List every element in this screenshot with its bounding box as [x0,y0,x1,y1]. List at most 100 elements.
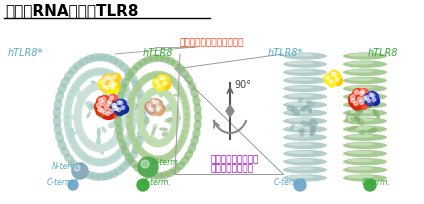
Ellipse shape [180,95,189,106]
Ellipse shape [146,138,156,146]
Ellipse shape [65,96,74,108]
Circle shape [153,100,162,109]
Ellipse shape [113,75,124,85]
Ellipse shape [283,150,327,157]
Ellipse shape [147,136,159,144]
Ellipse shape [71,81,82,91]
Ellipse shape [119,63,130,73]
Circle shape [371,97,379,106]
Circle shape [150,108,153,112]
Circle shape [98,108,102,112]
Circle shape [96,106,106,116]
Circle shape [100,81,105,85]
Ellipse shape [132,83,142,93]
Circle shape [157,85,161,88]
Ellipse shape [169,148,179,157]
Circle shape [111,105,121,115]
Text: ウリジン（第一結合部位）: ウリジン（第一結合部位） [180,38,244,47]
Ellipse shape [159,93,163,98]
Circle shape [326,76,330,80]
Circle shape [112,83,116,87]
Ellipse shape [172,81,182,91]
Ellipse shape [139,128,148,138]
Ellipse shape [140,131,150,141]
Ellipse shape [111,92,116,101]
Ellipse shape [130,88,139,98]
Ellipse shape [283,142,327,149]
Ellipse shape [53,116,61,128]
Ellipse shape [283,174,327,182]
Ellipse shape [138,167,148,176]
Ellipse shape [95,82,107,91]
Circle shape [108,100,112,104]
Ellipse shape [161,89,171,98]
Ellipse shape [123,88,133,99]
Ellipse shape [121,147,130,157]
Ellipse shape [347,86,374,90]
Circle shape [349,94,360,105]
Ellipse shape [175,64,186,73]
Ellipse shape [350,114,357,122]
Ellipse shape [347,119,374,122]
Circle shape [352,89,363,100]
Ellipse shape [194,120,202,131]
Ellipse shape [283,126,327,133]
Ellipse shape [78,74,89,83]
Ellipse shape [190,136,199,147]
Ellipse shape [126,115,133,126]
Ellipse shape [116,99,125,111]
Circle shape [111,102,121,112]
Ellipse shape [173,94,183,97]
Circle shape [360,92,364,96]
Ellipse shape [79,134,89,144]
Ellipse shape [76,89,81,99]
Ellipse shape [117,146,127,156]
Ellipse shape [119,107,125,113]
Ellipse shape [347,159,374,162]
Circle shape [102,76,112,86]
Circle shape [115,100,125,109]
Ellipse shape [309,119,318,127]
Circle shape [109,110,113,114]
Ellipse shape [96,137,101,148]
Circle shape [106,102,111,106]
Ellipse shape [287,151,314,154]
Ellipse shape [139,97,148,107]
Ellipse shape [109,72,120,81]
Circle shape [369,93,373,97]
Ellipse shape [89,172,101,181]
Text: C-term.: C-term. [362,177,391,186]
Ellipse shape [67,91,76,102]
Ellipse shape [78,58,90,67]
Ellipse shape [127,99,136,111]
Circle shape [138,157,158,177]
Circle shape [105,75,115,85]
Ellipse shape [63,115,72,126]
Circle shape [162,78,166,81]
Circle shape [366,99,374,106]
Ellipse shape [128,105,137,117]
Ellipse shape [178,135,187,145]
Ellipse shape [172,115,180,127]
Ellipse shape [283,77,327,85]
Ellipse shape [82,155,94,164]
Circle shape [148,108,152,111]
Ellipse shape [123,136,133,147]
Ellipse shape [60,147,70,158]
Circle shape [151,99,159,108]
Circle shape [95,102,106,113]
Ellipse shape [343,174,387,182]
Ellipse shape [86,112,91,119]
Ellipse shape [89,54,101,62]
Ellipse shape [117,120,126,132]
Ellipse shape [75,122,84,134]
Circle shape [113,104,117,108]
Circle shape [98,79,109,90]
Circle shape [112,74,120,83]
Circle shape [157,106,161,110]
Ellipse shape [120,141,130,152]
Ellipse shape [138,100,146,110]
Ellipse shape [73,109,82,121]
Ellipse shape [116,92,125,103]
Circle shape [148,107,157,116]
